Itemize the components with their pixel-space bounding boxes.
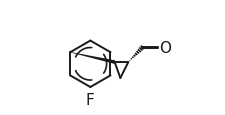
Text: F: F (86, 92, 94, 107)
Text: O: O (158, 40, 170, 55)
Polygon shape (70, 53, 115, 64)
